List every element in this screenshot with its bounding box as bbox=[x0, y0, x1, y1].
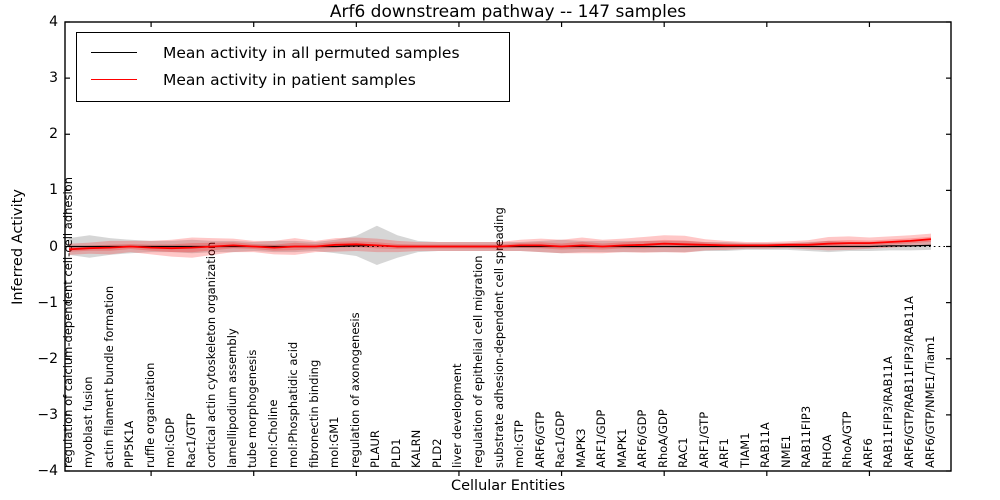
x-tick-label: mol:GTP bbox=[512, 420, 527, 468]
x-tick-label: PLAUR bbox=[368, 430, 383, 468]
x-tick-label: KALRN bbox=[409, 429, 424, 468]
x-tick-label: lamellipodium assembly bbox=[224, 328, 239, 468]
y-tick-label: 1 bbox=[49, 182, 58, 199]
x-tick-label: tube morphogenesis bbox=[245, 349, 260, 468]
x-tick-label: myoblast fusion bbox=[81, 376, 96, 468]
y-tick-label: 2 bbox=[49, 126, 58, 143]
y-tick-label: −1 bbox=[37, 294, 58, 311]
x-tick-label: actin filament bundle formation bbox=[101, 285, 116, 468]
x-tick-label: RAB11A bbox=[758, 422, 773, 468]
x-tick-label: PIP5K1A bbox=[122, 420, 137, 468]
legend-label-permuted: Mean activity in all permuted samples bbox=[163, 43, 460, 62]
x-tick-label: liver development bbox=[450, 363, 465, 468]
x-tick-label: mol:GDP bbox=[163, 417, 178, 468]
legend: Mean activity in all permuted samples Me… bbox=[76, 32, 510, 102]
chart-title: Arf6 downstream pathway -- 147 samples bbox=[329, 2, 687, 22]
x-tick-label: mol:Phosphatidic acid bbox=[286, 341, 301, 468]
x-axis-label: Cellular Entities bbox=[450, 478, 566, 494]
x-tick-label: ARF6/GTP bbox=[532, 411, 547, 468]
permuted-mean-line-swatch bbox=[91, 52, 137, 53]
y-tick-label: −2 bbox=[37, 350, 58, 367]
x-tick-label: ARF1 bbox=[717, 438, 732, 468]
x-tick-label: RhoA/GDP bbox=[655, 409, 670, 468]
patient-mean-line-swatch bbox=[91, 79, 137, 80]
legend-label-patient: Mean activity in patient samples bbox=[163, 70, 416, 89]
y-tick-label: 3 bbox=[49, 70, 58, 87]
x-tick-label: RhoA/GTP bbox=[840, 411, 855, 468]
x-tick-label: cortical actin cytoskeleton organization bbox=[204, 241, 219, 468]
x-tick-label: PLD1 bbox=[388, 438, 403, 468]
y-tick-label: 0 bbox=[49, 238, 58, 255]
y-axis-label: Inferred Activity bbox=[10, 189, 26, 305]
x-tick-label: mol:GM1 bbox=[327, 416, 342, 468]
y-tick-label: −4 bbox=[37, 463, 58, 479]
x-tick-label: ruffle organization bbox=[142, 362, 157, 468]
legend-item-permuted: Mean activity in all permuted samples bbox=[77, 39, 509, 66]
x-tick-label: mol:Choline bbox=[265, 399, 280, 468]
x-tick-label: RAB11FIP3/RAB11A bbox=[881, 356, 896, 468]
x-tick-label: RAB11FIP3 bbox=[799, 405, 814, 468]
y-tick-label: −3 bbox=[37, 406, 58, 423]
x-tick-label: regulation of epithelial cell migration bbox=[470, 255, 485, 468]
x-tick-label: RAC1 bbox=[676, 437, 691, 468]
x-tick-label: Rac1/GDP bbox=[553, 410, 568, 468]
x-tick-label: TIAM1 bbox=[737, 432, 752, 468]
x-tick-label: ARF1/GDP bbox=[594, 409, 609, 468]
x-tick-label: regulation of calcium-dependent cell-cel… bbox=[60, 177, 75, 468]
x-tick-label: ARF6/GDP bbox=[635, 409, 650, 468]
x-tick-label: ARF1/GTP bbox=[696, 411, 711, 468]
legend-item-patient: Mean activity in patient samples bbox=[77, 66, 509, 93]
x-tick-label: RHOA bbox=[819, 434, 834, 468]
x-tick-label: ARF6/GTP/NME1/Tiam1 bbox=[922, 335, 937, 468]
x-tick-label: Rac1/GTP bbox=[183, 413, 198, 468]
y-tick-label: 4 bbox=[49, 14, 58, 30]
x-tick-label: ARF6 bbox=[860, 438, 875, 468]
x-tick-label: regulation of axonogenesis bbox=[347, 312, 362, 468]
x-tick-label: MAPK1 bbox=[614, 428, 629, 468]
x-tick-label: substrate adhesion-dependent cell spread… bbox=[491, 207, 506, 468]
x-tick-label: NME1 bbox=[778, 434, 793, 468]
x-tick-label: MAPK3 bbox=[573, 428, 588, 468]
x-tick-label: fibronectin binding bbox=[306, 359, 321, 468]
x-tick-label: PLD2 bbox=[429, 438, 444, 468]
x-tick-label: ARF6/GTP/RAB11FIP3/RAB11A bbox=[901, 296, 916, 468]
